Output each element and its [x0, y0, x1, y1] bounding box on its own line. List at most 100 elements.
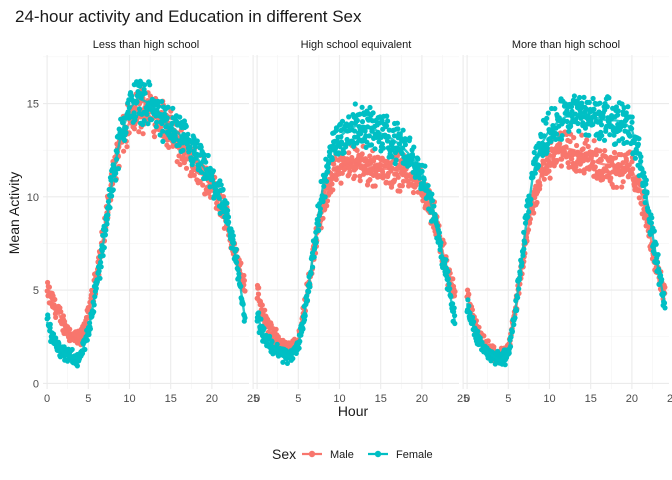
x-tick-label: 15 — [375, 393, 387, 405]
data-point — [580, 120, 586, 126]
data-point — [57, 305, 63, 311]
data-point — [611, 149, 618, 156]
data-point — [153, 124, 159, 130]
data-point — [274, 341, 280, 347]
data-point — [636, 195, 642, 201]
data-point — [380, 169, 386, 175]
data-point — [359, 151, 365, 157]
data-point — [165, 104, 171, 110]
y-tick-label: 5 — [33, 285, 39, 297]
series-points — [44, 86, 248, 348]
data-point — [614, 184, 620, 190]
data-point — [579, 132, 585, 138]
data-point — [612, 155, 619, 161]
data-point — [372, 146, 378, 152]
y-tick-label: 10 — [27, 192, 39, 204]
data-point — [372, 183, 378, 189]
data-point — [627, 133, 633, 139]
data-point — [531, 149, 537, 156]
data-point — [577, 168, 583, 174]
data-point — [571, 135, 577, 141]
data-point — [543, 120, 549, 126]
data-point — [349, 120, 355, 126]
x-tick-label: 10 — [123, 393, 135, 405]
data-point — [590, 95, 596, 102]
x-tick-label: 0 — [44, 393, 50, 405]
data-point — [422, 163, 428, 169]
data-point — [597, 100, 603, 106]
data-point — [391, 133, 397, 139]
data-point — [368, 142, 375, 148]
data-point — [465, 287, 471, 293]
data-point — [554, 131, 560, 137]
data-point — [180, 147, 186, 153]
data-point — [280, 359, 286, 365]
data-point — [142, 82, 148, 88]
data-point — [176, 153, 182, 159]
data-point — [200, 182, 206, 188]
x-tick-label: 5 — [85, 393, 91, 405]
data-point — [602, 148, 608, 154]
data-point — [429, 191, 435, 197]
data-point — [267, 333, 273, 339]
data-point — [569, 156, 575, 162]
data-point — [394, 120, 400, 126]
data-point — [147, 82, 153, 88]
data-point — [74, 363, 80, 369]
data-point — [452, 320, 458, 327]
legend-label: Male — [330, 449, 354, 461]
data-point — [370, 110, 376, 116]
data-point — [203, 159, 209, 165]
smooth-line — [46, 105, 247, 343]
data-point — [359, 119, 366, 125]
data-point — [242, 288, 248, 294]
data-point — [547, 175, 553, 181]
data-point — [357, 111, 363, 117]
data-point — [393, 157, 399, 163]
data-point — [629, 159, 635, 165]
data-point — [354, 117, 360, 124]
data-point — [636, 136, 642, 142]
data-point — [559, 133, 565, 139]
data-point — [220, 186, 226, 193]
data-point — [592, 164, 598, 170]
data-point — [220, 194, 226, 200]
facet-panel: High school equivalent 0 5 10 15 20 25 — [253, 39, 469, 405]
data-point — [145, 121, 151, 127]
data-point — [598, 122, 605, 128]
data-point — [502, 362, 508, 368]
data-point — [620, 179, 626, 185]
smooth-line — [255, 124, 457, 359]
data-point — [582, 125, 589, 131]
data-point — [565, 160, 572, 166]
data-point — [385, 118, 391, 124]
data-point — [567, 138, 573, 145]
data-point — [392, 150, 398, 156]
data-point — [600, 176, 606, 182]
data-point — [608, 175, 614, 181]
data-point — [224, 200, 230, 206]
data-point — [395, 126, 401, 132]
data-point — [329, 156, 335, 163]
x-tick-label: 10 — [543, 393, 555, 405]
chart-title: 24-hour activity and Education in differ… — [15, 7, 362, 26]
data-point — [558, 163, 565, 169]
data-point — [238, 260, 244, 266]
data-point — [571, 93, 578, 99]
data-point — [183, 165, 190, 171]
data-point — [625, 104, 631, 110]
smooth-line — [465, 147, 667, 359]
data-point — [397, 188, 403, 194]
data-point — [160, 138, 166, 144]
data-point — [585, 143, 591, 150]
data-point — [160, 128, 166, 134]
data-point — [343, 144, 349, 150]
data-point — [142, 90, 148, 96]
data-point — [606, 95, 612, 101]
data-point — [141, 118, 147, 124]
data-point — [166, 144, 172, 150]
data-point — [611, 132, 617, 138]
data-point — [331, 161, 337, 167]
data-point — [380, 145, 386, 151]
data-point — [52, 296, 58, 303]
